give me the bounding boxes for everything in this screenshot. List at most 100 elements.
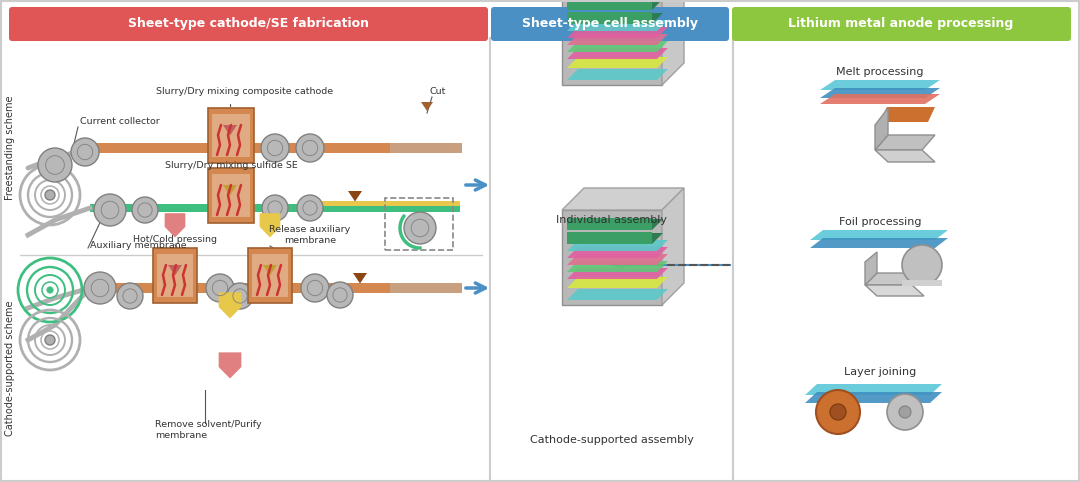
Circle shape (327, 282, 353, 308)
Bar (90, 204, 460, 212)
Bar (252, 254, 288, 297)
Polygon shape (264, 265, 276, 276)
Text: Melt processing: Melt processing (836, 67, 923, 77)
Text: Release auxiliary
membrane: Release auxiliary membrane (269, 225, 351, 245)
Circle shape (46, 287, 53, 293)
Circle shape (84, 272, 116, 304)
Text: Current collector: Current collector (80, 118, 160, 126)
Polygon shape (567, 254, 669, 265)
Polygon shape (567, 277, 669, 288)
Circle shape (296, 134, 324, 162)
FancyBboxPatch shape (9, 7, 488, 41)
Polygon shape (567, 261, 669, 272)
Circle shape (404, 212, 436, 244)
Circle shape (38, 148, 72, 182)
Text: Freestanding scheme: Freestanding scheme (5, 96, 15, 200)
Polygon shape (219, 353, 241, 378)
Text: Individual assembly: Individual assembly (556, 215, 667, 225)
Polygon shape (222, 185, 237, 196)
Polygon shape (662, 188, 684, 305)
Polygon shape (820, 88, 940, 98)
Polygon shape (820, 80, 940, 90)
Circle shape (45, 335, 55, 345)
Polygon shape (875, 150, 935, 162)
Circle shape (71, 138, 99, 166)
Circle shape (899, 406, 912, 418)
Text: Cathode-supported scheme: Cathode-supported scheme (5, 300, 15, 436)
Polygon shape (567, 12, 652, 24)
Bar (212, 174, 249, 217)
Text: Slurry/Dry mixing composite cathode: Slurry/Dry mixing composite cathode (157, 88, 334, 96)
Polygon shape (567, 69, 669, 80)
Bar (208, 168, 254, 223)
Polygon shape (219, 293, 241, 318)
Circle shape (831, 404, 846, 420)
Bar (320, 201, 460, 205)
Text: Lithium metal anode processing: Lithium metal anode processing (788, 17, 1014, 30)
Bar (157, 254, 193, 297)
Text: Foil processing: Foil processing (839, 217, 921, 227)
Polygon shape (567, 247, 669, 258)
Bar (212, 114, 249, 157)
Circle shape (297, 195, 323, 221)
Polygon shape (805, 384, 942, 395)
Polygon shape (567, 20, 669, 31)
Polygon shape (353, 273, 367, 283)
Text: Cut: Cut (430, 88, 446, 96)
Circle shape (94, 194, 126, 226)
Polygon shape (875, 135, 935, 150)
Circle shape (45, 190, 55, 200)
Polygon shape (562, 0, 662, 85)
Polygon shape (865, 252, 877, 285)
Polygon shape (567, 27, 669, 38)
Bar (90, 143, 460, 153)
Polygon shape (880, 107, 935, 122)
Text: Sheet-type cell assembly: Sheet-type cell assembly (522, 17, 698, 30)
Polygon shape (222, 125, 237, 135)
Bar (384, 198, 453, 250)
Polygon shape (567, 218, 652, 230)
Text: Slurry/Dry mixing sulfide SE: Slurry/Dry mixing sulfide SE (165, 161, 298, 170)
Polygon shape (805, 392, 942, 403)
Polygon shape (567, 57, 669, 68)
Polygon shape (567, 0, 652, 10)
Circle shape (816, 390, 860, 434)
FancyBboxPatch shape (491, 7, 729, 41)
Circle shape (206, 274, 234, 302)
FancyBboxPatch shape (732, 7, 1071, 41)
Polygon shape (865, 285, 924, 296)
Polygon shape (165, 214, 185, 237)
Polygon shape (567, 289, 669, 300)
Polygon shape (348, 191, 362, 201)
Circle shape (262, 195, 288, 221)
Circle shape (117, 283, 143, 309)
Polygon shape (567, 0, 663, 10)
Polygon shape (567, 13, 663, 24)
Polygon shape (260, 214, 280, 237)
Text: Layer joining: Layer joining (843, 367, 916, 377)
Polygon shape (880, 107, 887, 148)
Polygon shape (168, 265, 183, 276)
Bar (208, 108, 254, 163)
Polygon shape (567, 232, 652, 244)
Polygon shape (902, 280, 942, 286)
Polygon shape (865, 273, 924, 285)
Text: Remove solvent/Purify
membrane: Remove solvent/Purify membrane (156, 420, 261, 440)
Circle shape (301, 274, 329, 302)
Polygon shape (567, 240, 669, 251)
Text: Auxiliary membrane: Auxiliary membrane (90, 241, 187, 250)
Polygon shape (421, 102, 433, 111)
Circle shape (887, 394, 923, 430)
Polygon shape (567, 233, 663, 244)
Text: Sheet-type cathode/SE fabrication: Sheet-type cathode/SE fabrication (127, 17, 368, 30)
Polygon shape (567, 34, 669, 45)
Text: Hot/Cold pressing: Hot/Cold pressing (133, 236, 217, 244)
Circle shape (261, 134, 289, 162)
Polygon shape (567, 219, 663, 230)
Polygon shape (875, 108, 888, 150)
Bar (248, 248, 292, 303)
Polygon shape (562, 210, 662, 305)
Circle shape (132, 197, 158, 223)
Polygon shape (810, 238, 948, 248)
Polygon shape (562, 188, 684, 210)
